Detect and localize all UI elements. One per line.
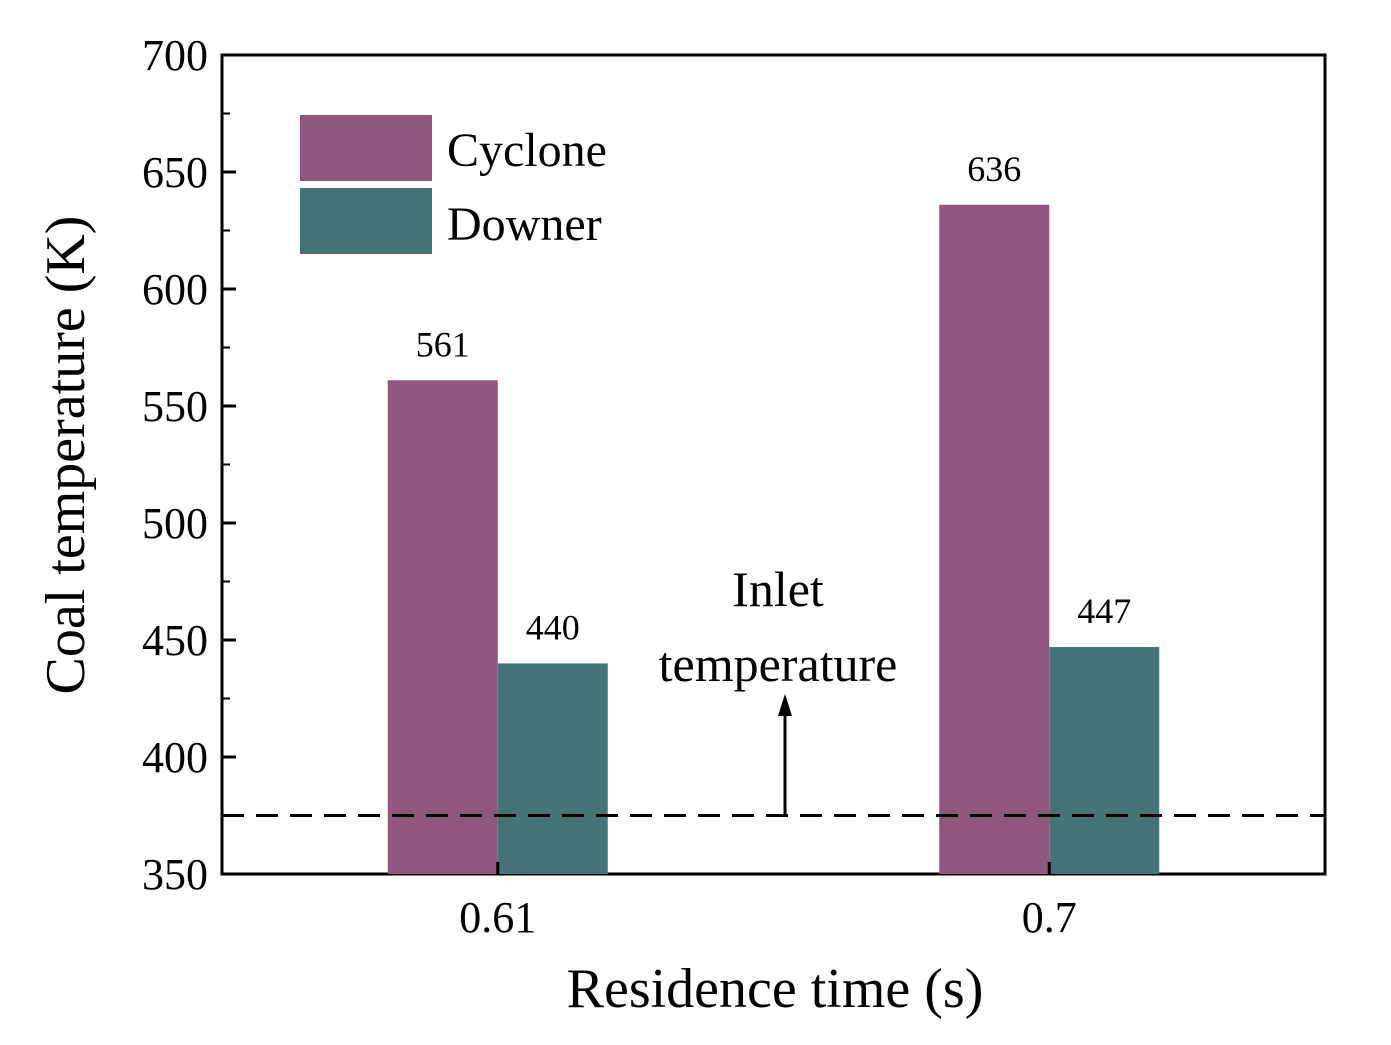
x-axis-ticks: 0.61 0.7	[459, 862, 1077, 942]
y-axis-title: Coal temperature (K)	[35, 216, 97, 695]
legend-swatch-downer	[300, 188, 432, 254]
legend-swatch-cyclone	[300, 115, 432, 181]
y-tick-label: 400	[142, 733, 208, 782]
y-axis-ticks: 350 400 450 500 550 600 650 700	[142, 31, 236, 899]
y-tick-label: 450	[142, 616, 208, 665]
y-tick-label: 500	[142, 499, 208, 548]
legend-label-downer: Downer	[447, 198, 602, 251]
data-label-downer-1: 447	[1077, 591, 1131, 631]
x-tick-label: 0.7	[1022, 893, 1077, 942]
annotation-line-1: Inlet	[732, 561, 824, 617]
annotation-arrow-head	[778, 694, 792, 716]
bar-cyclone-1	[939, 204, 1050, 874]
data-label-cyclone-0: 561	[416, 324, 470, 364]
annotation-line-2: temperature	[659, 636, 898, 692]
bar-cyclone-0	[387, 380, 498, 874]
legend-label-cyclone: Cyclone	[447, 124, 607, 177]
data-label-downer-0: 440	[526, 607, 580, 647]
bar-downer-0	[497, 663, 608, 874]
y-tick-label: 700	[142, 31, 208, 80]
x-tick-label: 0.61	[459, 893, 536, 942]
x-axis-title: Residence time (s)	[567, 958, 984, 1020]
data-label-cyclone-1: 636	[967, 149, 1021, 189]
data-labels: 561 440 636 447	[416, 149, 1132, 648]
legend: Cyclone Downer	[300, 115, 607, 254]
y-tick-label: 350	[142, 850, 208, 899]
y-tick-label: 550	[142, 382, 208, 431]
bar-downer-1	[1049, 647, 1160, 874]
y-tick-label: 600	[142, 265, 208, 314]
bars	[387, 204, 1160, 874]
y-tick-label: 650	[142, 148, 208, 197]
